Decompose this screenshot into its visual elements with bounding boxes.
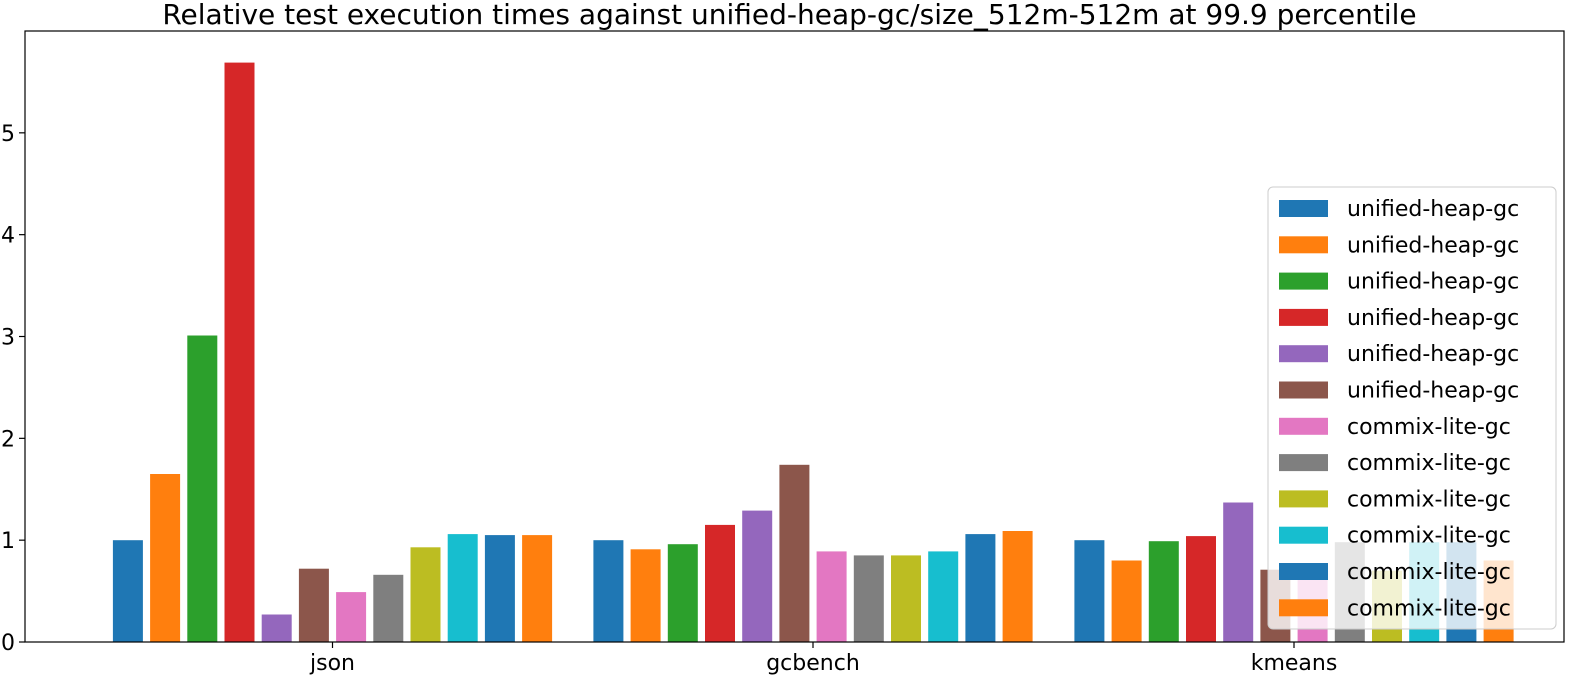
legend-swatch — [1279, 308, 1328, 326]
legend-box — [1267, 186, 1557, 630]
bar-gcbench-series-5 — [742, 510, 773, 642]
legend: unified-heap-gc unified-heap-gc unified-he… — [1267, 186, 1557, 630]
legend-swatch — [1279, 454, 1328, 472]
bar-gcbench-series-6 — [779, 464, 810, 642]
legend-entry-label: unified-heap-gc — [1347, 306, 1519, 331]
bar-gcbench-series-3 — [667, 544, 698, 642]
bar-gcbench-series-10 — [928, 551, 959, 642]
bar-json-series-1 — [112, 540, 143, 642]
chart-title: Relative test execution times against un… — [162, 0, 1417, 31]
legend-entry-label: commix-lite-gc — [1347, 451, 1511, 476]
legend-swatch — [1279, 381, 1328, 399]
bar-kmeans-series-1 — [1074, 540, 1105, 642]
legend-entry-label: commix-lite-gc — [1347, 487, 1511, 512]
legend-entry-label: unified-heap-gc — [1347, 197, 1519, 222]
legend-swatch — [1279, 490, 1328, 508]
legend-entry-label: commix-lite-gc — [1347, 415, 1511, 440]
bar-json-series-10 — [447, 534, 478, 642]
legend-swatch — [1279, 599, 1328, 617]
bar-json-series-9 — [410, 547, 441, 642]
bar-json-series-3 — [187, 335, 218, 642]
x-tick-label-json: json — [309, 651, 355, 676]
bar-gcbench-series-4 — [705, 524, 735, 642]
legend-entry-label: commix-lite-gc — [1347, 524, 1511, 549]
y-tick-label: 5 — [1, 122, 15, 147]
bar-json-series-11 — [484, 535, 515, 642]
legend-swatch — [1279, 417, 1328, 435]
bar-gcbench-series-8 — [853, 555, 884, 642]
bar-kmeans-series-3 — [1148, 541, 1179, 642]
bar-gcbench-series-1 — [593, 540, 624, 642]
bar-json-series-7 — [336, 592, 367, 642]
x-tick-label-kmeans: kmeans — [1251, 651, 1338, 676]
y-axis: 0 1 2 3 4 5 — [1, 122, 25, 656]
legend-entry-label: unified-heap-gc — [1347, 379, 1519, 404]
legend-swatch — [1279, 345, 1328, 363]
legend-entry-label: unified-heap-gc — [1347, 270, 1519, 295]
bar-json-series-12 — [522, 535, 553, 642]
legend-entry-label: commix-lite-gc — [1347, 560, 1511, 585]
legend-swatch — [1279, 563, 1328, 580]
bar-gcbench-series-12 — [1002, 531, 1033, 642]
bar-gcbench-series-9 — [891, 555, 921, 642]
legend-swatch — [1279, 526, 1328, 544]
y-tick-label: 2 — [1, 427, 15, 452]
legend-swatch — [1279, 272, 1328, 290]
bar-kmeans-series-5 — [1223, 502, 1254, 642]
bar-kmeans-series-4 — [1186, 536, 1216, 642]
y-tick-label: 3 — [1, 326, 15, 351]
legend-swatch — [1279, 200, 1328, 217]
legend-swatch — [1279, 236, 1328, 254]
bar-gcbench-series-7 — [816, 551, 847, 642]
legend-entry-label: unified-heap-gc — [1347, 233, 1519, 258]
bar-json-series-4 — [224, 62, 255, 643]
bar-json-series-5 — [261, 614, 292, 642]
bar-gcbench-series-11 — [965, 534, 996, 642]
bar-kmeans-series-2 — [1111, 560, 1142, 642]
bar-json-series-8 — [373, 574, 404, 642]
y-tick-label: 1 — [1, 529, 15, 554]
y-tick-label: 4 — [1, 224, 15, 249]
legend-entry-label: unified-heap-gc — [1347, 342, 1519, 367]
bar-gcbench-series-2 — [630, 549, 661, 642]
x-tick-label-gcbench: gcbench — [766, 651, 860, 676]
y-tick-label: 0 — [1, 631, 15, 656]
legend-entry-label: commix-lite-gc — [1347, 596, 1511, 621]
bar-json-series-6 — [298, 568, 329, 642]
bar-json-series-2 — [150, 474, 181, 642]
x-axis: json gcbench kmeans — [309, 642, 1337, 676]
